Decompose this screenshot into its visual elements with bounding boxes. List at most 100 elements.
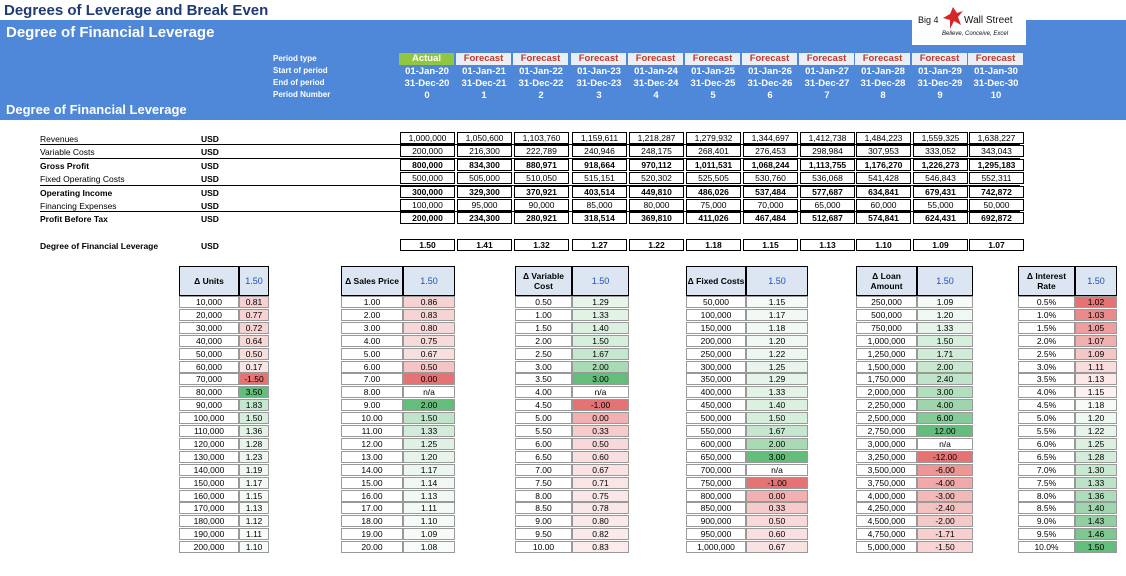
table-cell[interactable]: 216,300	[457, 145, 512, 157]
sensitivity-output-cell[interactable]: -2.40	[917, 502, 973, 515]
sensitivity-input-cell[interactable]: 10.00	[515, 541, 572, 554]
sensitivity-input-cell[interactable]: 250,000	[686, 347, 746, 360]
table-cell[interactable]: 1,000,000	[400, 132, 455, 144]
table-cell[interactable]: 449,810	[629, 186, 684, 198]
table-cell[interactable]: 403,514	[572, 186, 627, 198]
sensitivity-input-cell[interactable]: 7.00	[341, 373, 403, 386]
table-cell[interactable]: 55,000	[913, 199, 968, 211]
sensitivity-input-cell[interactable]: 9.0%	[1018, 515, 1075, 528]
sensitivity-output-cell[interactable]: 1.46	[1075, 528, 1117, 541]
table-cell[interactable]: 1,113,755	[800, 159, 855, 171]
sensitivity-output-cell[interactable]: 0.33	[572, 425, 629, 437]
sensitivity-output-cell[interactable]: 1.13	[239, 502, 269, 515]
sensitivity-input-cell[interactable]: 2.50	[515, 347, 572, 360]
sensitivity-input-cell[interactable]: 0.5%	[1018, 296, 1075, 308]
table-cell[interactable]: 1,344,697	[743, 132, 798, 144]
sensitivity-output-cell[interactable]: 0.78	[572, 502, 629, 515]
sensitivity-output-cell[interactable]: 0.77	[239, 308, 269, 321]
table-cell[interactable]: 1,011,531	[686, 159, 741, 171]
table-cell[interactable]: 1,050,600	[457, 132, 512, 144]
dfl-cell[interactable]: 1.32	[514, 239, 569, 251]
table-cell[interactable]: 536,068	[800, 172, 855, 184]
dfl-cell[interactable]: 1.10	[856, 239, 911, 251]
sensitivity-input-cell[interactable]: 900,000	[686, 515, 746, 528]
table-cell[interactable]: 742,872	[969, 186, 1024, 198]
sensitivity-input-cell[interactable]: 9.50	[515, 528, 572, 541]
sensitivity-output-cell[interactable]: 1.20	[1075, 412, 1117, 425]
table-cell[interactable]: 369,810	[629, 212, 684, 224]
sensitivity-output-cell[interactable]: 0.67	[572, 463, 629, 476]
sensitivity-input-cell[interactable]: 150,000	[179, 476, 239, 489]
sensitivity-input-cell[interactable]: 3.00	[515, 360, 572, 373]
sensitivity-output-cell[interactable]: 1.11	[1075, 360, 1117, 373]
sensitivity-output-cell[interactable]: -1.71	[917, 528, 973, 541]
sensitivity-input-cell[interactable]: 3.0%	[1018, 360, 1075, 373]
sensitivity-output-cell[interactable]: 1.10	[239, 541, 269, 554]
sensitivity-input-cell[interactable]: 20,000	[179, 308, 239, 321]
sensitivity-output-cell[interactable]: 1.67	[746, 425, 808, 437]
sensitivity-input-cell[interactable]: 800,000	[686, 489, 746, 502]
sensitivity-output-cell[interactable]: 0.67	[403, 347, 455, 360]
sensitivity-output-cell[interactable]: 3.50	[239, 386, 269, 399]
sensitivity-output-cell[interactable]: 2.00	[572, 360, 629, 373]
dfl-cell[interactable]: 1.41	[457, 239, 512, 251]
sensitivity-input-cell[interactable]: 1,500,000	[856, 360, 917, 373]
sensitivity-input-cell[interactable]: 4.5%	[1018, 399, 1075, 412]
sensitivity-output-cell[interactable]: 1.40	[1075, 502, 1117, 515]
sensitivity-output-cell[interactable]: 0.86	[403, 296, 455, 308]
sensitivity-input-cell[interactable]: 2.5%	[1018, 347, 1075, 360]
sensitivity-output-cell[interactable]: 1.18	[1075, 399, 1117, 412]
table-cell[interactable]: 370,921	[514, 186, 569, 198]
sensitivity-output-cell[interactable]: 0.60	[572, 450, 629, 463]
table-cell[interactable]: 918,664	[572, 159, 627, 171]
sensitivity-input-cell[interactable]: 1,750,000	[856, 373, 917, 386]
sensitivity-input-cell[interactable]: 3.00	[341, 321, 403, 334]
sensitivity-output-cell[interactable]: 1.20	[746, 334, 808, 347]
sensitivity-output-cell[interactable]: 12.00	[917, 425, 973, 437]
sensitivity-input-cell[interactable]: 5.50	[515, 425, 572, 437]
sensitivity-output-cell[interactable]: 1.19	[239, 463, 269, 476]
sensitivity-input-cell[interactable]: 16.00	[341, 489, 403, 502]
table-cell[interactable]: 329,300	[457, 186, 512, 198]
table-cell[interactable]: 1,638,227	[969, 132, 1024, 144]
table-cell[interactable]: 100,000	[400, 199, 455, 211]
sensitivity-input-cell[interactable]: 190,000	[179, 528, 239, 541]
dfl-cell[interactable]: 1.50	[400, 239, 455, 251]
table-cell[interactable]: 537,484	[743, 186, 798, 198]
sensitivity-input-cell[interactable]: 9.5%	[1018, 528, 1075, 541]
sensitivity-input-cell[interactable]: 5.00	[341, 347, 403, 360]
table-cell[interactable]: 679,431	[913, 186, 968, 198]
sensitivity-output-cell[interactable]: 1.50	[403, 412, 455, 425]
table-cell[interactable]: 834,300	[457, 159, 512, 171]
sensitivity-output-cell[interactable]: 1.11	[239, 528, 269, 541]
sensitivity-input-cell[interactable]: 90,000	[179, 399, 239, 412]
table-cell[interactable]: 1,484,223	[856, 132, 911, 144]
table-cell[interactable]: 541,428	[856, 172, 911, 184]
sensitivity-input-cell[interactable]: 1.0%	[1018, 308, 1075, 321]
sensitivity-output-cell[interactable]: 1.50	[917, 334, 973, 347]
sensitivity-input-cell[interactable]: 19.00	[341, 528, 403, 541]
sensitivity-output-cell[interactable]: 1.13	[1075, 373, 1117, 386]
sensitivity-output-cell[interactable]: 1.36	[1075, 489, 1117, 502]
sensitivity-output-cell[interactable]: n/a	[746, 463, 808, 476]
table-cell[interactable]: 520,302	[629, 172, 684, 184]
table-cell[interactable]: 1,103,760	[514, 132, 569, 144]
sensitivity-input-cell[interactable]: 950,000	[686, 528, 746, 541]
sensitivity-output-cell[interactable]: 1.33	[1075, 476, 1117, 489]
table-cell[interactable]: 318,514	[572, 212, 627, 224]
sensitivity-input-cell[interactable]: 1,250,000	[856, 347, 917, 360]
table-cell[interactable]: 75,000	[686, 199, 741, 211]
sensitivity-input-cell[interactable]: 100,000	[179, 412, 239, 425]
table-cell[interactable]: 343,043	[969, 145, 1024, 157]
table-cell[interactable]: 276,453	[743, 145, 798, 157]
sensitivity-input-cell[interactable]: 500,000	[686, 412, 746, 425]
sensitivity-input-cell[interactable]: 170,000	[179, 502, 239, 515]
sensitivity-output-cell[interactable]: 2.00	[403, 399, 455, 412]
sensitivity-output-cell[interactable]: 1.09	[917, 296, 973, 308]
sensitivity-input-cell[interactable]: 750,000	[856, 321, 917, 334]
sensitivity-input-cell[interactable]: 15.00	[341, 476, 403, 489]
sensitivity-output-cell[interactable]: -4.00	[917, 476, 973, 489]
sensitivity-input-cell[interactable]: 13.00	[341, 450, 403, 463]
sensitivity-input-cell[interactable]: 8.00	[515, 489, 572, 502]
sensitivity-input-cell[interactable]: 250,000	[856, 296, 917, 308]
